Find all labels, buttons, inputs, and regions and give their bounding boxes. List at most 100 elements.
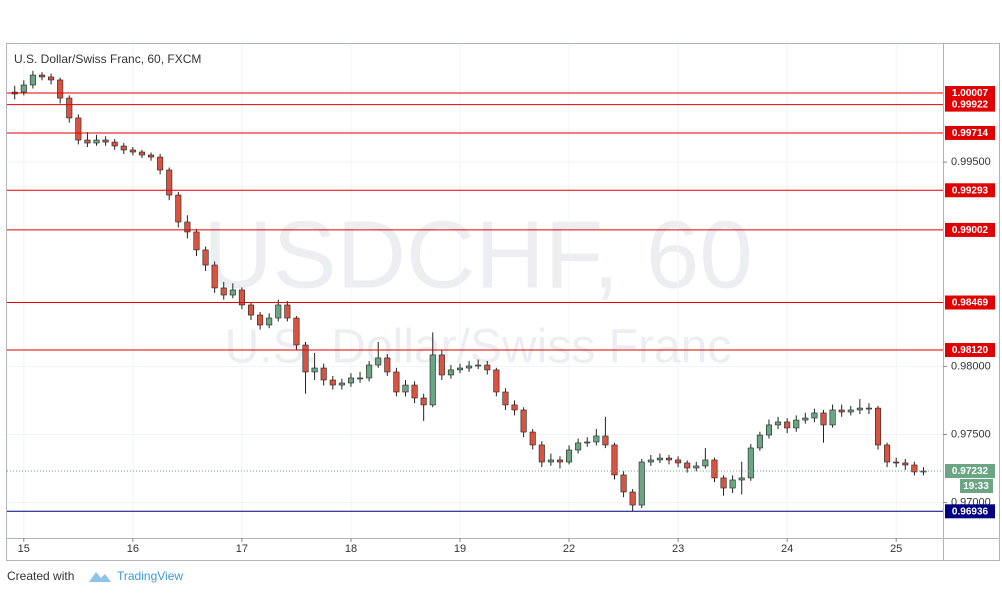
candle-body — [347, 377, 354, 384]
candle-body — [384, 357, 391, 373]
resistance-label: 0.98469 — [952, 298, 989, 309]
resistance-box — [945, 295, 995, 310]
candle-body — [475, 364, 482, 367]
chart-title: U.S. Dollar/Swiss Franc, 60, FXCM — [14, 52, 201, 66]
footer-prefix: Created with — [7, 569, 74, 583]
chart-frame — [6, 43, 1000, 561]
candle-body — [784, 421, 791, 429]
candle-body — [120, 145, 127, 151]
x-tick-label: 24 — [781, 543, 793, 555]
candle-body — [438, 354, 445, 376]
candle-body — [148, 154, 155, 158]
candle-body — [593, 435, 600, 443]
candle-body — [811, 412, 818, 419]
candle-body — [538, 444, 545, 463]
candle-body — [420, 397, 427, 406]
plot-area — [7, 70, 943, 512]
countdown-box — [960, 478, 993, 493]
x-tick-label: 16 — [127, 543, 139, 555]
candle-body — [48, 76, 55, 81]
watermark: USDCHF, 60 U.S. Dollar/Swiss Franc — [203, 201, 752, 373]
candle-body — [638, 461, 645, 506]
candle-body — [75, 117, 82, 141]
y-tick-label: 0.99500 — [951, 156, 991, 168]
footer: Created with TradingView — [7, 569, 183, 583]
candle-body — [838, 409, 845, 413]
candle-body — [720, 477, 727, 489]
candle-body — [375, 357, 382, 366]
candle-body — [229, 289, 236, 296]
candle-body — [547, 459, 554, 463]
y-tick-label: 0.98000 — [951, 360, 991, 372]
candle-body — [293, 317, 300, 346]
candle-body — [729, 479, 736, 489]
candle-body — [884, 444, 891, 463]
candle-body — [693, 465, 700, 469]
candle-body — [338, 382, 345, 386]
candle-body — [602, 435, 609, 446]
support-box — [945, 504, 995, 519]
candle-body — [211, 264, 218, 289]
candle-body — [675, 459, 682, 464]
candle-body — [920, 470, 927, 473]
watermark-symbol: USDCHF, 60 — [203, 201, 752, 308]
candle-body — [502, 391, 509, 406]
countdown: 19:33 — [963, 481, 989, 492]
candle-body — [511, 404, 518, 411]
candle-body — [647, 459, 654, 463]
resistance-box — [945, 97, 995, 112]
candle-body — [411, 384, 418, 399]
candle-body — [366, 364, 373, 379]
candle-body — [220, 287, 227, 296]
candle-body — [484, 364, 491, 371]
y-tick-label: 0.97500 — [951, 428, 991, 440]
candle-body — [765, 424, 773, 436]
candle-body — [202, 249, 209, 266]
resistance-label: 0.99714 — [952, 128, 989, 139]
candle-body — [184, 221, 191, 233]
footer-brand[interactable]: TradingView — [117, 569, 183, 583]
last-price-label: 0.97232 — [952, 466, 989, 477]
candle-body — [738, 477, 745, 481]
candle-body — [57, 79, 64, 99]
candle-body — [456, 367, 464, 371]
x-tick-label: 25 — [890, 543, 902, 555]
candle-body — [84, 139, 91, 144]
candle-body — [584, 441, 591, 444]
candle-body — [29, 74, 36, 86]
candle-body — [529, 431, 536, 446]
candle-body — [620, 474, 627, 493]
candle-body — [320, 367, 327, 381]
candle-body — [102, 139, 109, 143]
candle-body — [629, 491, 636, 506]
candle-body — [175, 194, 182, 223]
candle-body — [275, 304, 282, 319]
candle-body — [665, 457, 673, 461]
axes: 15 16 17 18 19 22 23 24 250.970000.975000.980000… — [18, 86, 995, 555]
candle-body — [902, 462, 909, 466]
candle-body — [266, 317, 273, 326]
candle-body — [111, 141, 118, 147]
candle-body — [829, 409, 836, 426]
candle-body — [238, 289, 245, 306]
candle-body — [166, 169, 173, 196]
resistance-label: 1.00007 — [952, 88, 989, 99]
candle-body — [575, 442, 582, 451]
candle-body — [820, 412, 827, 426]
resistance-box — [945, 86, 995, 101]
x-tick-label: 23 — [672, 543, 684, 555]
resistance-box — [945, 343, 995, 358]
candle-body — [66, 97, 73, 119]
resistance-box — [945, 125, 995, 140]
candle-body — [302, 344, 309, 373]
candle-body — [702, 459, 709, 467]
grid — [7, 44, 943, 538]
candle-body — [257, 314, 264, 326]
candle-body — [611, 444, 618, 476]
candle-body — [393, 371, 400, 393]
candle-body — [157, 156, 164, 171]
candle-body — [520, 409, 527, 433]
resistance-box — [945, 183, 995, 198]
